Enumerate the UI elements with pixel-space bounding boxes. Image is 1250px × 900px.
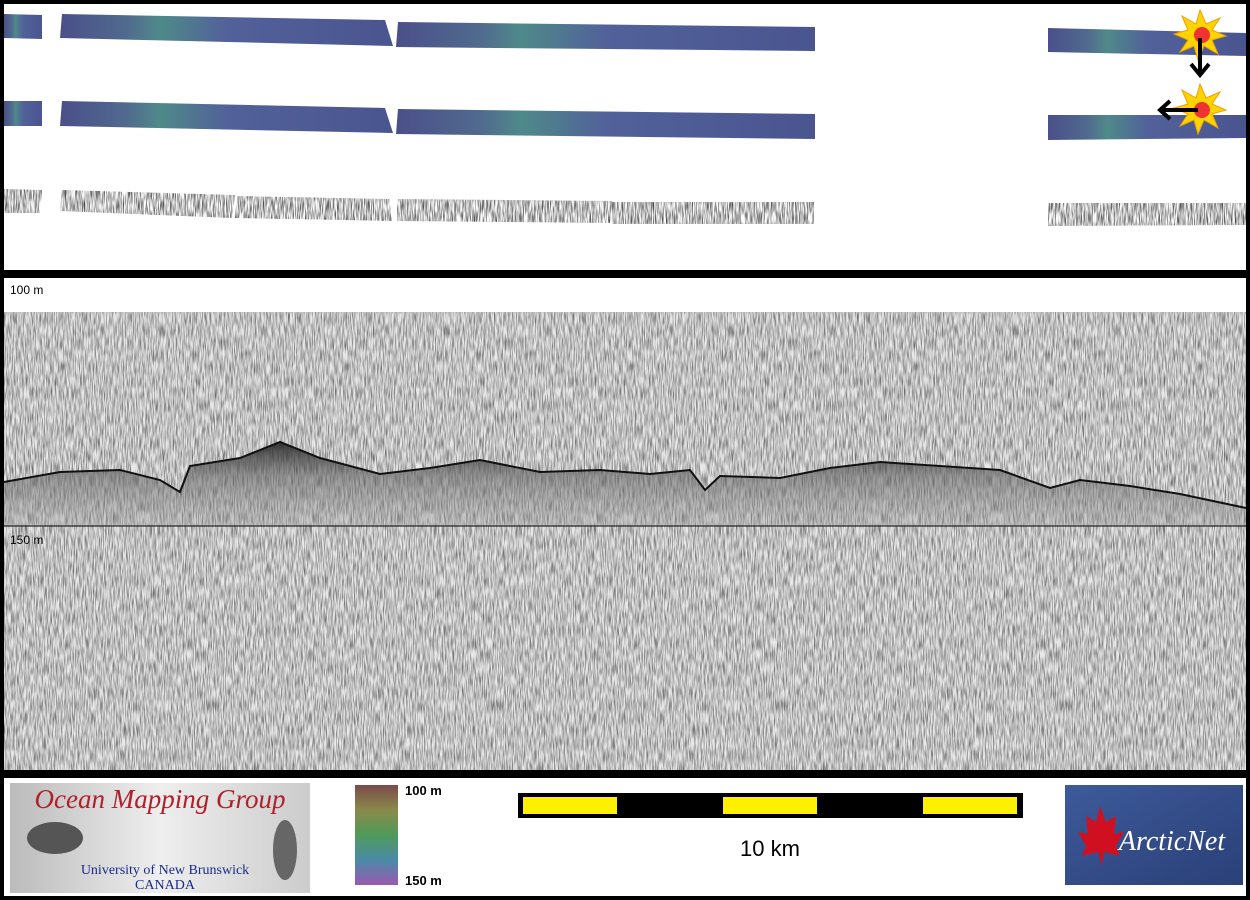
logo-graphic	[27, 822, 83, 854]
seabed-line	[3, 440, 1247, 509]
echogram-noise	[4, 312, 1246, 770]
logo-subtitle: University of New Brunswick	[81, 863, 249, 878]
scale-label: 10 km	[740, 836, 800, 861]
colorbar-label: 100 m	[405, 783, 442, 798]
logo-title: Ocean Mapping Group	[35, 784, 286, 814]
scale-segment	[723, 797, 817, 814]
colorbar-label: 150 m	[405, 873, 442, 888]
sidescan-strips	[4, 189, 1246, 226]
scale-segment	[923, 797, 1017, 814]
maple-leaf	[1078, 806, 1124, 866]
scale-segment	[523, 797, 617, 814]
logo-title: ArcticNet	[1117, 826, 1226, 857]
seabed-return	[4, 442, 1246, 526]
colorbar	[355, 785, 398, 885]
depth-label: 100 m	[10, 283, 43, 297]
depth-label: 150 m	[10, 533, 43, 547]
logo-subtitle: CANADA	[135, 878, 196, 893]
event-markers	[1157, 8, 1228, 136]
logo-graphic	[273, 820, 297, 880]
